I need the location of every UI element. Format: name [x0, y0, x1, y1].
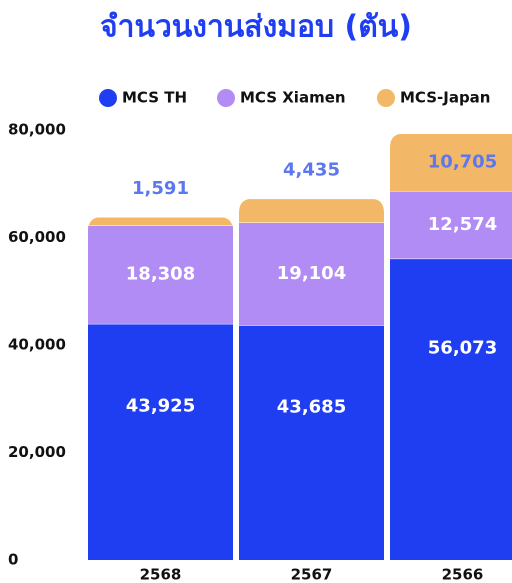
bar-segment [88, 216, 233, 231]
bar-segment [88, 323, 233, 560]
x-tick-label: 2566 [442, 566, 484, 583]
y-tick-label: 0 [8, 551, 18, 569]
bar-segment [239, 325, 384, 560]
value-label: 4,435 [283, 160, 340, 181]
value-label: 43,925 [126, 396, 195, 417]
legend-label: MCS-Japan [400, 89, 490, 107]
bar-segment [88, 225, 233, 324]
y-tick-label: 40,000 [8, 336, 66, 354]
legend-label: MCS TH [122, 89, 187, 107]
bar-segment [239, 198, 384, 223]
bar-segment [390, 258, 512, 560]
value-label: 1,591 [132, 178, 189, 199]
x-tick-label: 2567 [291, 566, 333, 583]
chart-title: จำนวนงานส่งมอบ (ตัน) [100, 10, 412, 45]
bar-segment [239, 222, 384, 326]
legend-swatch [99, 89, 117, 107]
legend-label: MCS Xiamen [240, 89, 346, 107]
bar-segment [390, 133, 512, 192]
legend-swatch [217, 89, 235, 107]
value-label: 43,685 [277, 396, 346, 417]
x-tick-label: 2568 [140, 566, 182, 583]
value-label: 18,308 [126, 264, 195, 285]
y-tick-label: 20,000 [8, 443, 66, 461]
value-label: 10,705 [428, 151, 497, 172]
value-label: 12,574 [428, 214, 497, 235]
y-tick-label: 60,000 [8, 228, 66, 246]
bar-segment [390, 191, 512, 259]
y-tick-label: 80,000 [8, 121, 66, 139]
value-label: 56,073 [428, 338, 497, 359]
legend-swatch [377, 89, 395, 107]
value-label: 19,104 [277, 263, 346, 284]
